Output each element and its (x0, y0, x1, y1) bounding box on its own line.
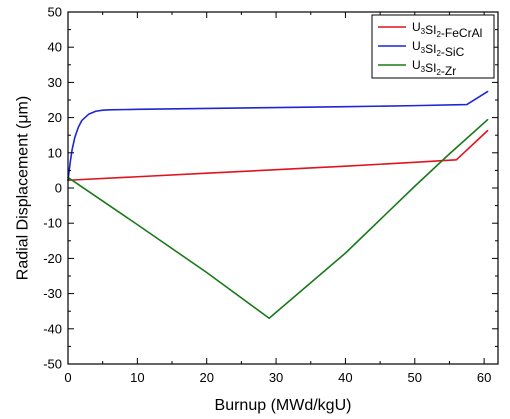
y-tick-label: 50 (48, 5, 62, 20)
axis-ticks (67, 11, 498, 365)
legend-label-zr: U3SI2-Zr (412, 58, 456, 78)
x-axis-title: Burnup (MWd/kgU) (215, 397, 352, 414)
y-tick-label: -20 (43, 251, 62, 266)
legend-text-part: U (412, 58, 421, 72)
legend-text-part: SI (425, 61, 436, 75)
x-tick-label: 50 (408, 370, 422, 385)
y-axis-title: Radial Displacement (μm) (15, 96, 32, 280)
legend-subscript: 3 (421, 46, 426, 55)
x-tick-label: 20 (199, 370, 213, 385)
y-tick-label: 10 (48, 145, 62, 160)
y-tick-label: -40 (43, 321, 62, 336)
y-tick-label: 20 (48, 110, 62, 125)
legend-text-part: U (412, 20, 421, 34)
legend-subscript: 2 (436, 30, 441, 39)
series-group (67, 90, 489, 320)
legend-subscript: 3 (421, 27, 426, 36)
legend-subscript: 2 (436, 68, 441, 77)
x-tick-label: 30 (269, 370, 283, 385)
y-tick-label: 0 (55, 181, 62, 196)
series-line-fecral (67, 129, 489, 182)
legend-text-part: -Zr (441, 64, 456, 78)
legend-subscript: 2 (436, 49, 441, 58)
legend-text-part: -FeCrAl (441, 26, 482, 40)
x-tick-label: 0 (64, 370, 71, 385)
legend-subscript: 3 (421, 65, 426, 74)
x-tick-label: 40 (338, 370, 352, 385)
y-tick-label: 30 (48, 75, 62, 90)
axis-tick-labels: 0 10 20 30 40 50 60 -50 -40 -30 -20 -10 0 10 20 30 40 50 (43, 5, 491, 386)
series-line-sic (67, 90, 489, 182)
legend-text-part: SI (425, 23, 436, 37)
legend-text-part: -SiC (441, 45, 465, 59)
legend-text-part: U (412, 39, 421, 53)
y-tick-label: -10 (43, 216, 62, 231)
y-tick-label: -30 (43, 286, 62, 301)
x-tick-label: 10 (130, 370, 144, 385)
legend-label-fecral: U3SI2-FeCrAl (412, 20, 482, 40)
legend-text-part: SI (425, 42, 436, 56)
legend-label-sic: U3SI2-SiC (412, 39, 465, 59)
y-tick-label: -50 (43, 357, 62, 372)
x-tick-label: 60 (477, 370, 491, 385)
series-line-zr (67, 118, 489, 320)
y-tick-label: 40 (48, 40, 62, 55)
